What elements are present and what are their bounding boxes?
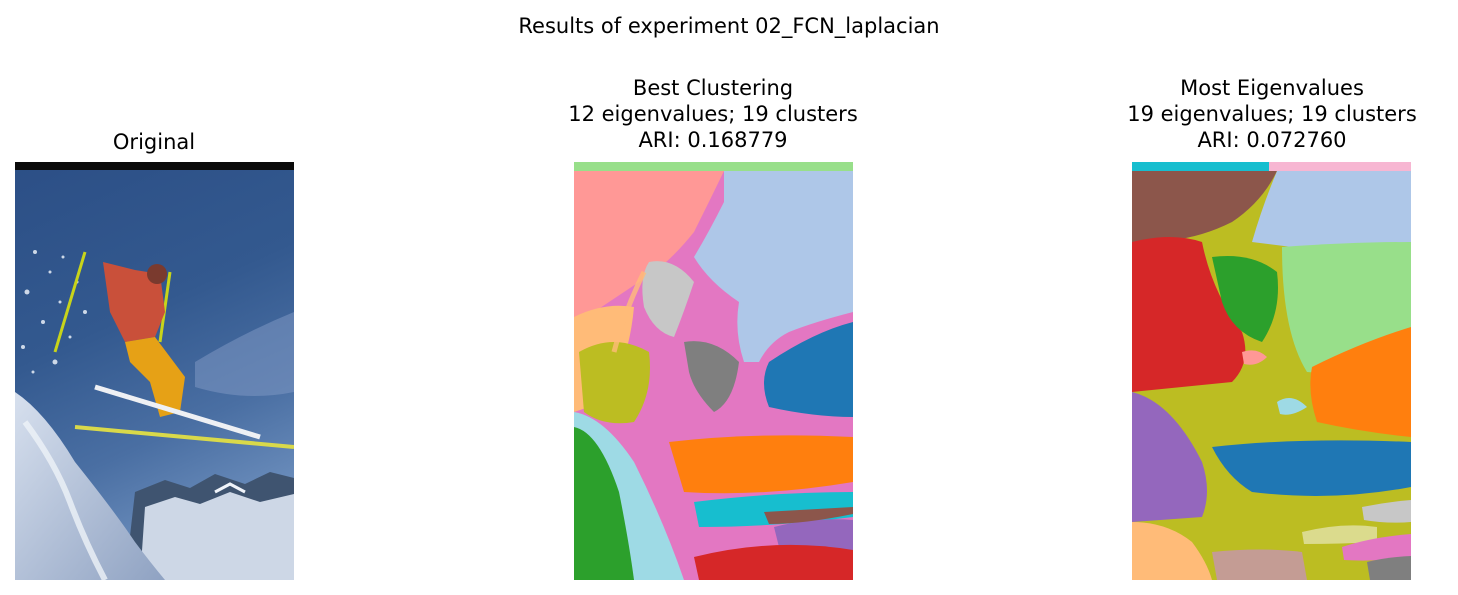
- panel-title-original: Original: [0, 129, 364, 155]
- best-clustering-segmentation: [574, 162, 853, 580]
- panel-title-line: 19 eigenvalues; 19 clusters: [1127, 102, 1417, 126]
- panel-title-line: ARI: 0.168779: [638, 128, 788, 152]
- panel-title-most-eigenvalues: Most Eigenvalues 19 eigenvalues; 19 clus…: [1062, 75, 1458, 153]
- panel-title-line: Most Eigenvalues: [1180, 76, 1364, 100]
- panel-title-line: ARI: 0.072760: [1197, 128, 1347, 152]
- original-photo: [15, 162, 294, 580]
- skier-photo-illustration: [15, 162, 294, 580]
- panel-title-line: Original: [112, 130, 196, 154]
- segmentation-map: [1132, 162, 1411, 580]
- panel-title-line: 12 eigenvalues; 19 clusters: [568, 102, 858, 126]
- panel-title-line: Best Clustering: [632, 76, 794, 100]
- segmentation-map: [574, 162, 853, 580]
- panel-title-best-clustering: Best Clustering 12 eigenvalues; 19 clust…: [503, 75, 923, 153]
- figure-suptitle: Results of experiment 02_FCN_laplacian: [518, 14, 940, 38]
- most-eigenvalues-segmentation: [1132, 162, 1411, 580]
